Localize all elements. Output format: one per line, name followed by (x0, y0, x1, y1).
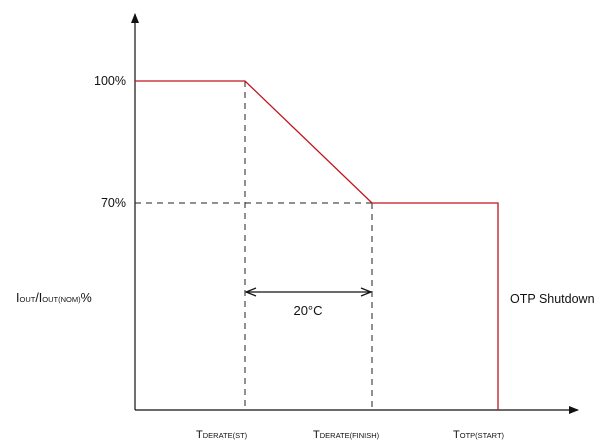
y-axis-label-sub-out: OUT (19, 295, 35, 304)
x-tick-label-derate-st: TDERATE(ST) (196, 429, 248, 441)
y-axis-label-sub-out-nom: OUT(NOM) (42, 295, 81, 304)
y-tick-label-100: 100% (94, 74, 126, 88)
x-tick-label-otp-start: TOTP(START) (453, 429, 505, 441)
otp-shutdown-label: OTP Shutdown (510, 292, 595, 306)
x-tick-main-otp-start: T (453, 429, 460, 441)
y-tick-label-70: 70% (101, 196, 126, 210)
y-axis-label-i: I (16, 291, 19, 305)
y-axis-label-percent: % (81, 291, 92, 305)
x-tick-main-derate-st: T (196, 429, 203, 441)
delta-label: 20°C (293, 303, 322, 318)
x-tick-main-derate-finish: T (313, 429, 320, 441)
x-tick-label-derate-finish: TDERATE(FINISH) (313, 429, 380, 441)
derating-curve (135, 80, 499, 410)
y-axis-label: IOUT/IOUT(NOM)% (16, 291, 92, 305)
x-tick-sub-otp-start: OTP(START) (460, 431, 505, 440)
x-tick-sub-derate-st: DERATE(ST) (203, 431, 248, 440)
x-tick-sub-derate-finish: DERATE(FINISH) (320, 431, 380, 440)
y-axis-label-slash-i: /I (35, 291, 42, 305)
